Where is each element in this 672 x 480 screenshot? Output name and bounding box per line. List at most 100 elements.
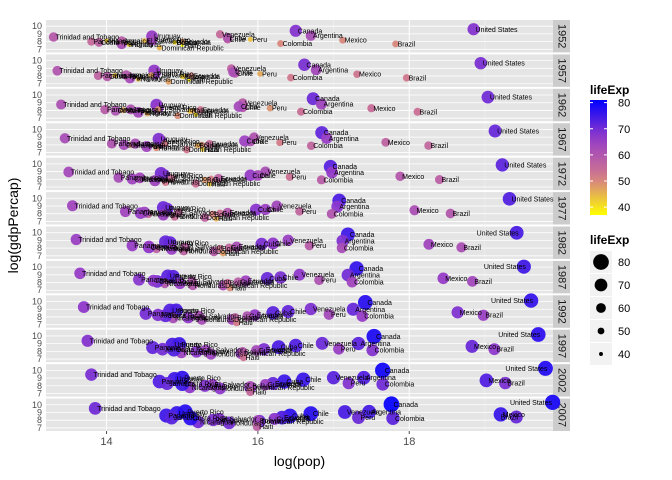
y-tick-label: 8 xyxy=(37,140,42,150)
data-point xyxy=(119,206,131,218)
point-label: Chile xyxy=(260,173,276,180)
data-point xyxy=(165,243,178,255)
data-point xyxy=(167,342,181,357)
point-label: Paraguay xyxy=(215,417,245,424)
data-point xyxy=(516,259,531,274)
size-key-dot xyxy=(599,352,603,356)
data-point xyxy=(303,406,319,422)
point-label: Jamaica xyxy=(151,244,177,251)
data-point xyxy=(367,104,376,113)
data-point xyxy=(135,76,141,82)
y-tick-label: 7 xyxy=(37,79,42,89)
point-label: Nicaragua xyxy=(200,419,232,426)
point-label: Guatemala xyxy=(267,382,301,389)
point-label: Panama xyxy=(155,345,181,352)
point-label: Guatemala xyxy=(277,416,311,423)
data-point xyxy=(337,405,352,419)
y-tick-label: 8 xyxy=(37,346,42,356)
point-label: El Salvador xyxy=(201,313,237,320)
point-label: Haiti xyxy=(252,389,266,396)
data-point xyxy=(219,250,227,257)
point-label: Paraguay xyxy=(199,349,229,356)
point-label: United States xyxy=(484,264,527,271)
point-label: Canada xyxy=(367,300,392,307)
data-point xyxy=(386,411,400,425)
point-label: Brazil xyxy=(474,279,492,286)
data-point xyxy=(139,307,153,320)
point-label: Paraguay xyxy=(157,178,187,185)
data-point xyxy=(222,416,236,430)
y-axis-title: log(gdpPercap) xyxy=(5,178,21,274)
data-point xyxy=(353,70,361,78)
point-label: Bolivia xyxy=(252,384,273,391)
y-tick-label: 9 xyxy=(37,304,42,314)
data-point xyxy=(226,284,234,292)
point-label: Cuba xyxy=(275,310,292,317)
point-label: Dominican Republic xyxy=(252,385,315,392)
point-label: Honduras xyxy=(131,42,162,49)
point-label: El Salvador xyxy=(167,141,203,148)
data-point xyxy=(148,72,155,79)
facet-strip-label: 2007 xyxy=(556,403,568,427)
point-label: Costa Rica xyxy=(168,313,202,320)
facet-strip xyxy=(553,157,570,191)
point-label: Puerto Rico xyxy=(184,376,221,383)
point-label: Costa Rica xyxy=(193,415,227,422)
point-label: Trinidad and Tobago xyxy=(63,102,127,109)
point-label: Colombia xyxy=(344,245,374,252)
point-label: Venezuela xyxy=(279,203,312,210)
color-bar xyxy=(590,100,607,215)
point-label: Nicaragua xyxy=(125,108,157,115)
point-label: El Salvador xyxy=(160,107,196,114)
data-point xyxy=(175,376,190,391)
point-label: Mexico xyxy=(474,344,496,351)
facet-strip-label: 1982 xyxy=(556,230,568,254)
point-label: Ecuador xyxy=(239,244,266,251)
point-label: Jamaica xyxy=(155,278,181,285)
point-label: Honduras xyxy=(222,386,253,393)
point-label: Ecuador xyxy=(230,210,257,217)
point-label: Canada xyxy=(359,266,384,273)
data-point xyxy=(255,237,268,251)
point-label: Panama xyxy=(134,243,160,250)
data-point xyxy=(215,30,225,39)
point-label: Haiti xyxy=(218,216,232,223)
point-label: Mexico xyxy=(402,174,424,181)
point-label: Trinidad and Tobago xyxy=(74,203,138,210)
data-point xyxy=(104,38,109,44)
data-point xyxy=(351,336,366,351)
data-point xyxy=(530,327,546,342)
y-tick-label: 10 xyxy=(32,400,42,410)
point-label: Dominican Republic xyxy=(189,147,252,154)
data-point xyxy=(356,310,369,322)
data-point xyxy=(187,78,191,82)
point-label: Peru xyxy=(272,106,287,113)
data-point xyxy=(326,208,337,219)
y-tick-label: 8 xyxy=(37,105,42,115)
data-point xyxy=(165,78,172,85)
point-label: Ecuador xyxy=(202,107,229,114)
data-point xyxy=(157,169,171,182)
facet-strip xyxy=(553,329,570,363)
point-label: United States xyxy=(476,27,519,34)
data-point xyxy=(183,410,198,426)
point-label: El Salvador xyxy=(146,38,182,45)
point-label: Haiti xyxy=(191,78,205,85)
data-point xyxy=(488,124,502,138)
data-point xyxy=(239,353,248,362)
point-label: Guatemala xyxy=(240,279,274,286)
facet-strip xyxy=(553,260,570,294)
data-point xyxy=(187,280,198,291)
point-label: Panama xyxy=(107,107,133,114)
y-tick-label: 9 xyxy=(37,407,42,417)
data-point xyxy=(153,144,160,152)
point-label: Haiti xyxy=(246,355,260,362)
data-point xyxy=(252,422,262,432)
point-label: Honduras xyxy=(186,248,217,255)
point-label: Haiti xyxy=(184,43,198,50)
